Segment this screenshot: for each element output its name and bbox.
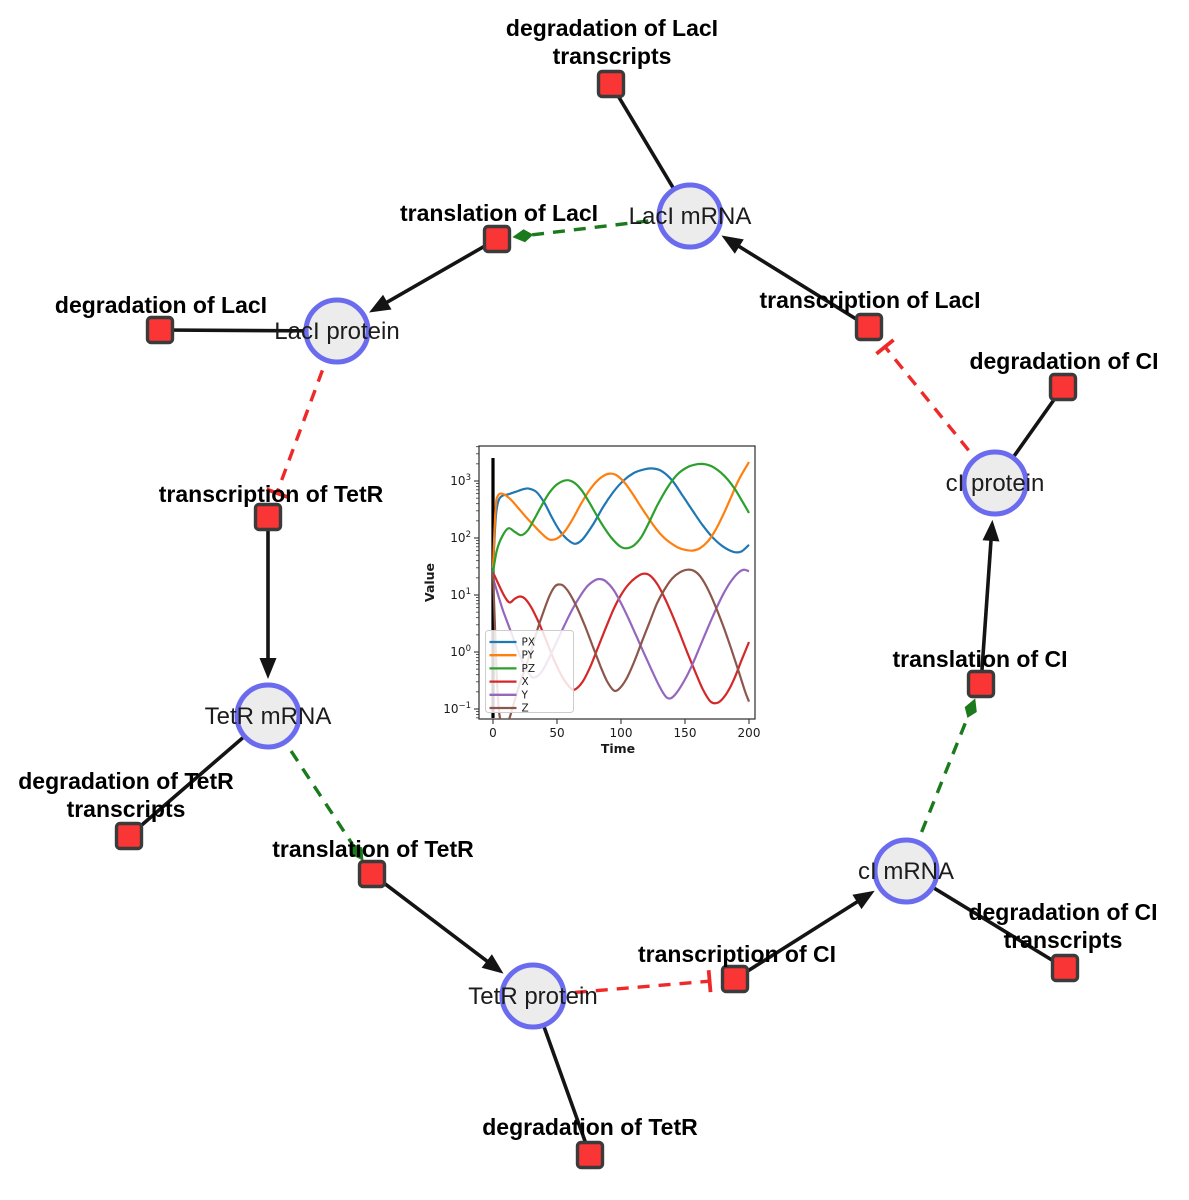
edge-translation-ci-ci-protein-arrowhead-icon	[982, 519, 1000, 542]
reaction-label-deg-tetr-transcripts-line2: transcripts	[67, 796, 186, 822]
edge-transcription-laci-laci-mrna-arrowhead-icon	[721, 235, 744, 254]
edge-transcription-tetr-tetr-mrna-arrowhead-icon	[259, 658, 277, 679]
species-node-tetr-mrna	[234, 682, 302, 750]
chart-x-tick-label: 0	[489, 726, 497, 740]
chart-y-tick-label: 102	[450, 530, 471, 545]
reaction-node-deg-ci	[1048, 372, 1078, 402]
chart-y-tick-label: 100	[450, 644, 471, 659]
reaction-label-translation-tetr: translation of TetR	[272, 836, 474, 862]
species-label-tetr-protein: TetR protein	[468, 983, 597, 1010]
species-label-ci-mrna: cI mRNA	[858, 858, 954, 885]
edge-laci-protein-transcription-tetr-tbar-icon	[265, 487, 288, 499]
reaction-label-deg-ci-transcripts-line1: degradation of CI	[968, 899, 1157, 925]
edge-ci-mrna-translation-ci-arrowhead-icon	[964, 698, 977, 718]
reaction-node-deg-ci-transcripts	[1050, 953, 1080, 983]
species-node-tetr-protein	[499, 962, 567, 1030]
species-node-laci-mrna	[656, 182, 724, 250]
reaction-node-transcription-tetr	[253, 502, 283, 532]
reaction-label-translation-laci: translation of LacI	[400, 200, 598, 226]
edge-transcription-ci-ci-mrna	[734, 896, 864, 981]
legend-label-PX: PX	[522, 637, 536, 649]
chart-y-tick-label: 103	[450, 473, 471, 488]
chart-series-PZ	[491, 462, 750, 573]
reaction-label-transcription-laci: transcription of LacI	[759, 287, 980, 313]
edge-laci-mrna-translation-laci-arrowhead-icon	[512, 229, 534, 243]
reaction-node-deg-laci	[145, 315, 175, 345]
chart-series-X	[492, 571, 751, 705]
reaction-node-deg-tetr-transcripts	[114, 821, 144, 851]
chart-series-PY	[491, 461, 750, 568]
reaction-label-transcription-ci: transcription of CI	[638, 941, 836, 967]
reaction-label-deg-laci-transcripts-line1: degradation of LacI	[506, 15, 718, 41]
reaction-node-translation-tetr	[357, 859, 387, 889]
edge-ci-protein-transcription-laci-tbar-icon	[875, 338, 895, 356]
edge-translation-ci-ci-protein	[979, 533, 994, 685]
species-label-ci-protein: cI protein	[946, 470, 1045, 497]
reaction-node-transcription-laci	[854, 312, 884, 342]
reaction-label-deg-tetr-transcripts-line1: degradation of TetR	[18, 768, 234, 794]
labels-layer: LacI mRNA LacI protein TetR mRNA TetR prote…	[18, 15, 1158, 1140]
chart-legend	[485, 630, 574, 713]
chart-y-tick-label: 10−1	[443, 701, 471, 716]
species-label-laci-protein: LacI protein	[274, 318, 399, 345]
species-node-ci-protein	[961, 449, 1029, 517]
legend-label-PZ: PZ	[522, 663, 536, 675]
chart-x-tick-label: 100	[610, 726, 633, 740]
edge-translation-tetr-tetr-protein-arrowhead-icon	[481, 954, 504, 974]
reaction-label-deg-ci: degradation of CI	[969, 348, 1158, 374]
reaction-label-deg-tetr: degradation of TetR	[482, 1114, 698, 1140]
species-node-laci-protein	[303, 297, 371, 365]
species-label-laci-mrna: LacI mRNA	[629, 203, 752, 230]
edge-translation-laci-laci-protein-arrowhead-icon	[369, 294, 392, 313]
nodes-layer	[114, 69, 1080, 1170]
legend-label-Z: Z	[522, 703, 529, 715]
chart-ylabel: Value	[422, 563, 437, 602]
chart-y-tick-label: 101	[450, 587, 471, 602]
edge-transcription-ci-ci-mrna-arrowhead-icon	[852, 890, 875, 910]
legend-label-Y: Y	[521, 689, 529, 701]
species-node-ci-mrna	[872, 837, 940, 905]
edge-transcription-laci-laci-mrna	[732, 241, 870, 329]
reaction-label-deg-ci-transcripts-line2: transcripts	[1004, 927, 1123, 953]
legend-label-X: X	[522, 676, 529, 688]
legend-label-PY: PY	[522, 650, 535, 662]
reaction-label-transcription-tetr: transcription of TetR	[159, 481, 384, 507]
reaction-node-transcription-ci	[720, 964, 750, 994]
chart-x-tick-label: 150	[674, 726, 697, 740]
reaction-node-translation-laci	[482, 224, 512, 254]
chart-xlabel: Time	[601, 741, 635, 756]
reaction-label-deg-laci-transcripts-line2: transcripts	[553, 43, 672, 69]
chart-x-tick-label: 50	[549, 726, 564, 740]
reaction-node-deg-tetr	[575, 1140, 605, 1170]
reaction-node-translation-ci	[966, 669, 996, 699]
edge-translation-tetr-tetr-protein	[370, 872, 494, 967]
reaction-node-deg-laci-transcripts	[596, 69, 626, 99]
edge-tetr-mrna-translation-tetr-arrowhead-icon	[351, 843, 364, 862]
edge-translation-laci-laci-protein	[380, 237, 498, 308]
reaction-label-translation-ci: translation of CI	[892, 646, 1067, 672]
reaction-label-deg-laci: degradation of LacI	[55, 292, 267, 318]
edge-tetr-protein-transcription-ci-tbar-icon	[706, 970, 713, 993]
chart-x-tick-label: 200	[738, 726, 761, 740]
species-label-tetr-mrna: TetR mRNA	[205, 703, 332, 730]
